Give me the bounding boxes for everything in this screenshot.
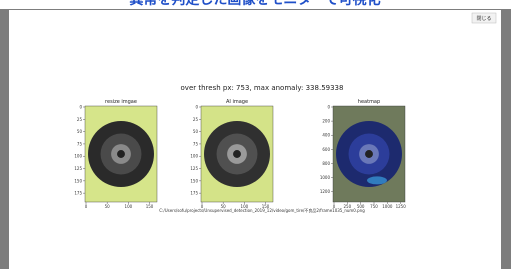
x-tick-label: 0 bbox=[85, 204, 88, 209]
y-tick-label: 75 bbox=[193, 141, 199, 146]
banner-text: 異常を判定した画像をモニターで可視化 bbox=[129, 0, 380, 8]
y-tick-label: 1000 bbox=[320, 175, 331, 180]
x-tick-label: 50 bbox=[221, 204, 227, 209]
x-tick-label: 750 bbox=[370, 204, 378, 209]
screen: 異常を判定した画像をモニターで可視化 閉じる over thresh px: 7… bbox=[0, 0, 511, 269]
figure-title: over thresh px: 753, max anomaly: 338.59… bbox=[181, 84, 344, 92]
y-tick-label: 50 bbox=[77, 129, 83, 134]
y-tick-label: 175 bbox=[190, 191, 198, 196]
y-tick-label: 400 bbox=[322, 133, 330, 138]
wheel-bore bbox=[117, 150, 125, 158]
x-tick-label: 100 bbox=[125, 204, 133, 209]
close-label[interactable]: 閉じる bbox=[476, 16, 491, 22]
panel-title: AI image bbox=[226, 99, 248, 105]
x-tick-label: 500 bbox=[357, 204, 365, 209]
y-tick-label: 100 bbox=[74, 154, 82, 159]
panels: resize imgae 0 25 50 75 100 125 150 175 0 50 100 150… bbox=[74, 99, 406, 209]
y-tick-label: 125 bbox=[190, 166, 198, 171]
y-tick-label: 200 bbox=[322, 119, 330, 124]
y-tick-label: 150 bbox=[74, 178, 82, 183]
wheel-bore bbox=[365, 150, 373, 158]
page: 異常を判定した画像をモニターで可視化 閉じる over thresh px: 7… bbox=[0, 0, 511, 269]
y-tick-label: 25 bbox=[193, 117, 199, 122]
hot-spot bbox=[367, 176, 387, 184]
x-tick-label: 1000 bbox=[382, 204, 393, 209]
y-tick-label: 50 bbox=[193, 129, 199, 134]
y-tick-label: 1200 bbox=[320, 189, 331, 194]
panel-title: resize imgae bbox=[105, 99, 137, 105]
y-tick-label: 800 bbox=[322, 161, 330, 166]
panel-title: heatmap bbox=[358, 99, 380, 105]
x-tick-label: 150 bbox=[262, 204, 270, 209]
x-tick-label: 1250 bbox=[396, 204, 407, 209]
x-tick-label: 50 bbox=[105, 204, 111, 209]
y-tick-label: 175 bbox=[74, 191, 82, 196]
x-tick-label: 0 bbox=[201, 204, 204, 209]
y-tick-label: 150 bbox=[190, 178, 198, 183]
y-tick-label: 125 bbox=[74, 166, 82, 171]
x-tick-label: 250 bbox=[344, 204, 352, 209]
y-tick-label: 25 bbox=[77, 117, 83, 122]
x-tick-label: 100 bbox=[241, 204, 249, 209]
y-tick-label: 100 bbox=[190, 154, 198, 159]
y-tick-label: 600 bbox=[322, 147, 330, 152]
x-tick-label: 0 bbox=[333, 204, 336, 209]
x-tick-label: 150 bbox=[146, 204, 154, 209]
wheel-bore bbox=[233, 150, 241, 158]
y-tick-label: 75 bbox=[77, 141, 83, 146]
